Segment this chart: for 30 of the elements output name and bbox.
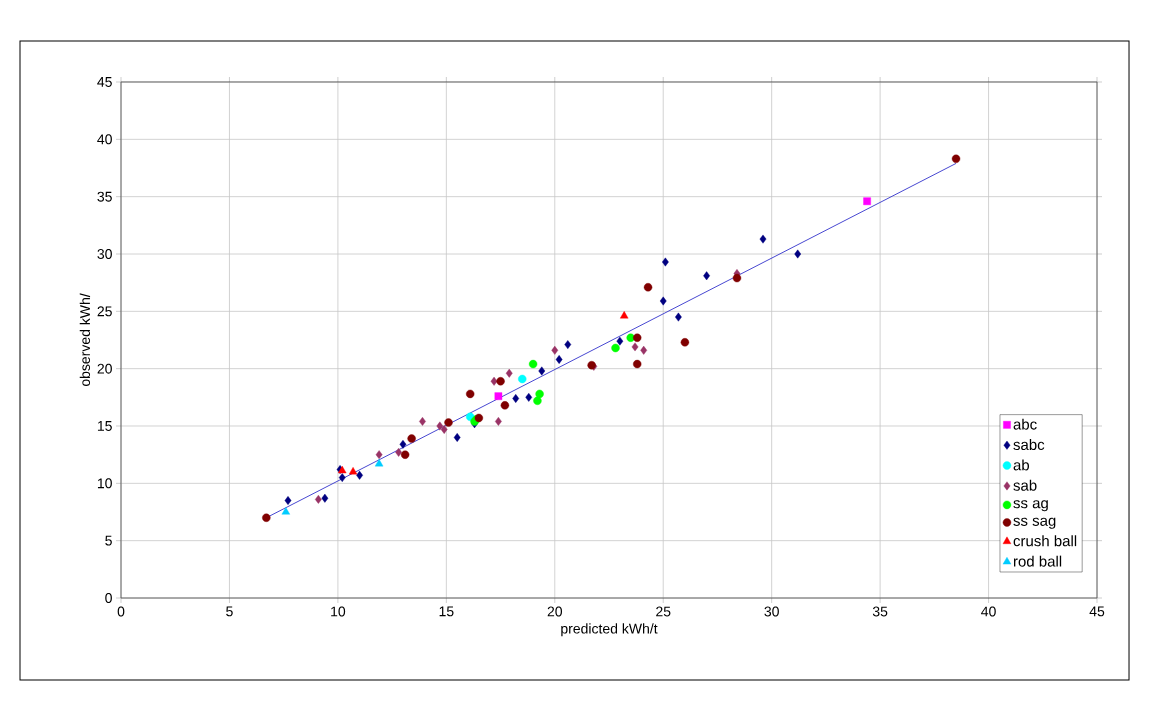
x-tick-label: 30	[764, 606, 779, 617]
y-tick-label: 40	[97, 134, 112, 145]
x-tick-label: 10	[331, 606, 346, 617]
legend-label: ab	[1013, 459, 1030, 471]
x-tick-label: 5	[226, 606, 233, 617]
y-tick-label: 10	[97, 478, 112, 489]
legend-label: ss sag	[1013, 517, 1056, 529]
legend-label: crush ball	[1013, 535, 1077, 547]
y-tick-label: 30	[97, 249, 112, 259]
y-tick-label: 0	[105, 593, 112, 603]
y-axis-title: observed kWh/	[79, 293, 91, 387]
x-tick-label: 25	[656, 606, 671, 617]
legend-label: sabc	[1013, 439, 1045, 451]
y-tick-label: 25	[97, 306, 112, 317]
x-tick-label: 40	[981, 606, 996, 617]
y-tick-label: 20	[97, 363, 112, 374]
legend-label: rod ball	[1013, 555, 1062, 567]
legend-label: abc	[1013, 418, 1037, 430]
x-tick-label: 0	[117, 606, 125, 617]
y-tick-label: 15	[97, 421, 112, 431]
x-tick-label: 15	[439, 606, 454, 617]
legend-label: sab	[1013, 479, 1037, 491]
x-tick-label: 20	[547, 606, 563, 617]
x-tick-label: 45	[1089, 606, 1105, 617]
y-tick-label: 5	[105, 535, 112, 546]
y-tick-label: 35	[97, 191, 112, 202]
y-tick-label: 45	[97, 77, 112, 87]
legend-label: ss ag	[1013, 500, 1048, 512]
x-tick-label: 35	[872, 606, 888, 617]
x-axis-title: predicted kWh/t	[561, 623, 658, 637]
